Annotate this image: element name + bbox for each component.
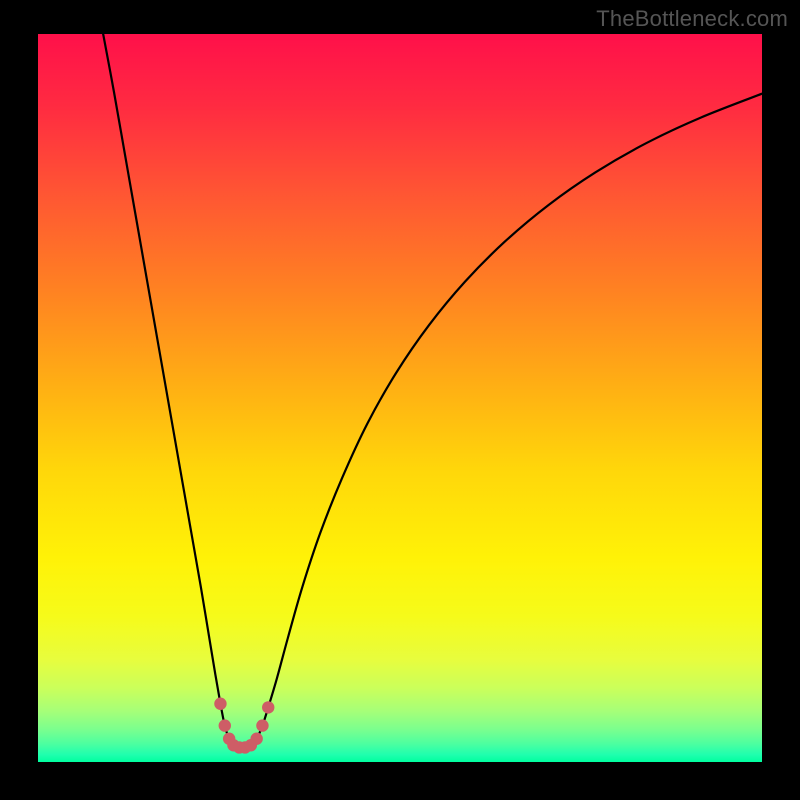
trough-marker (250, 733, 262, 745)
chart-svg (38, 34, 762, 762)
watermark-text: TheBottleneck.com (596, 6, 788, 32)
trough-marker (256, 719, 268, 731)
gradient-background (38, 34, 762, 762)
chart-frame: TheBottleneck.com (0, 0, 800, 800)
trough-marker (262, 701, 274, 713)
trough-marker (219, 719, 231, 731)
trough-marker (214, 698, 226, 710)
plot-area (38, 34, 762, 762)
